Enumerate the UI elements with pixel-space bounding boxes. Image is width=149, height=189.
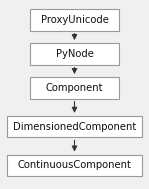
Text: ContinuousComponent: ContinuousComponent <box>18 160 131 170</box>
FancyBboxPatch shape <box>30 77 119 99</box>
FancyBboxPatch shape <box>7 116 142 138</box>
Text: Component: Component <box>46 83 103 93</box>
FancyBboxPatch shape <box>30 43 119 65</box>
Text: PyNode: PyNode <box>56 49 93 59</box>
FancyBboxPatch shape <box>7 155 142 176</box>
Text: ProxyUnicode: ProxyUnicode <box>41 15 108 25</box>
Text: DimensionedComponent: DimensionedComponent <box>13 122 136 132</box>
FancyBboxPatch shape <box>30 9 119 31</box>
